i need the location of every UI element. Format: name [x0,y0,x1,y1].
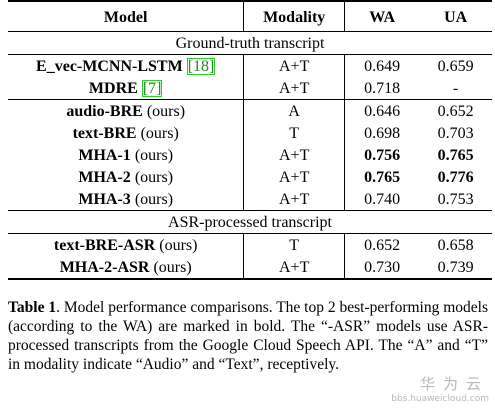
header-model: Model [8,0,244,32]
watermark: 华为云 bbs.huaweicloud.com [391,373,489,404]
model-name-cell: text-BRE (ours) [8,122,244,144]
results-table-wrapper: Model Modality WA UA Ground-truth transc… [8,0,492,280]
table-body: Ground-truth transcript E_vec-MCNN-LSTM [… [8,31,492,280]
caption-text: . Model performance comparisons. The top… [8,299,488,373]
model-suffix: (ours) [140,124,179,142]
model-name: text-BRE [72,124,137,142]
modality-cell: A+T [243,256,345,280]
section-title: Ground-truth transcript [8,31,492,55]
modality-cell: A+T [243,166,345,188]
modality-cell: T [243,233,345,256]
wa-cell: 0.730 [343,256,420,280]
model-name-cell: MHA-1 (ours) [8,144,244,166]
modality-cell: A [243,99,345,122]
caption-label: Table 1 [8,299,57,316]
header-wa: WA [343,0,420,32]
model-suffix: (ours) [146,102,186,120]
table-row: audio-BRE (ours) A 0.646 0.652 [8,99,492,122]
model-name-cell: audio-BRE (ours) [8,99,244,122]
model-name: audio-BRE [66,102,143,120]
header-modality: Modality [243,0,345,32]
model-name-cell: MHA-2 (ours) [8,166,244,188]
model-name-cell: MHA-2-ASR (ours) [8,256,244,280]
model-suffix: (ours) [134,146,174,164]
modality-cell: A+T [243,77,345,100]
model-name-cell: E_vec-MCNN-LSTM [18] [8,55,244,78]
model-name: text-BRE-ASR [53,236,156,254]
wa-cell: 0.765 [343,166,420,188]
wa-cell: 0.646 [343,99,420,122]
table-row: MHA-3 (ours) A+T 0.740 0.753 [8,188,492,211]
modality-cell: T [243,122,345,144]
model-name: MHA-2-ASR [59,258,150,276]
modality-cell: A+T [243,144,345,166]
watermark-logo: 华为云 [419,375,489,393]
model-name: E_vec-MCNN-LSTM [36,57,183,75]
table-row: E_vec-MCNN-LSTM [18] A+T 0.649 0.659 [8,54,492,78]
ua-cell: 0.703 [437,124,474,142]
model-suffix: (ours) [153,258,192,276]
model-name-cell: text-BRE-ASR (ours) [8,234,244,257]
model-name: MDRE [88,79,138,97]
table-row: MHA-2-ASR (ours) A+T 0.730 0.739 [8,256,492,280]
table-caption: Table 1. Model performance comparisons. … [8,298,488,374]
wa-cell: 0.649 [343,54,420,77]
ua-cell: 0.652 [419,99,492,122]
ua-cell: 0.739 [419,256,492,280]
model-name-cell: MDRE [7] [8,77,244,100]
section-title: ASR-processed transcript [8,210,492,234]
watermark-url: bbs.huaweicloud.com [391,394,489,404]
model-suffix: (ours) [134,190,174,208]
modality-cell: A+T [243,54,345,77]
model-suffix: (ours) [159,236,198,254]
modality-cell: A+T [243,188,345,211]
table-row: MDRE [7] A+T 0.718- [8,77,492,100]
model-suffix: (ours) [134,168,174,186]
citation-link[interactable]: [7] [141,79,163,97]
citation-link[interactable]: [18] [186,57,216,75]
table-header-row: Model Modality WA UA [8,0,492,32]
ua-cell: 0.659 [437,57,474,75]
wa-cell: 0.652 [343,233,420,256]
header-ua: UA [419,0,492,32]
wa-cell: 0.698 [343,122,420,144]
table-row: text-BRE-ASR (ours) T 0.652 0.658 [8,233,492,257]
results-table: Model Modality WA UA Ground-truth transc… [8,0,492,280]
wa-cell: 0.756 [343,144,420,166]
table-row: MHA-1 (ours) A+T 0.756 0.765 [8,144,492,166]
ua-cell: 0.776 [437,168,474,186]
wa-cell: 0.718 [343,77,420,100]
ua-cell: 0.753 [437,190,474,208]
section-row: Ground-truth transcript [8,31,492,55]
ua-cell: 0.658 [437,236,474,254]
ua-cell: - [452,79,459,97]
wa-cell: 0.740 [343,188,420,211]
model-name-cell: MHA-3 (ours) [8,188,244,211]
ua-cell: 0.765 [437,146,474,164]
table-row: text-BRE (ours) T 0.698 0.703 [8,122,492,144]
model-name: MHA-2 [78,168,131,186]
section-row: ASR-processed transcript [8,210,492,234]
model-name: MHA-3 [78,190,131,208]
table-row: MHA-2 (ours) A+T 0.765 0.776 [8,166,492,188]
model-name: MHA-1 [78,146,131,164]
